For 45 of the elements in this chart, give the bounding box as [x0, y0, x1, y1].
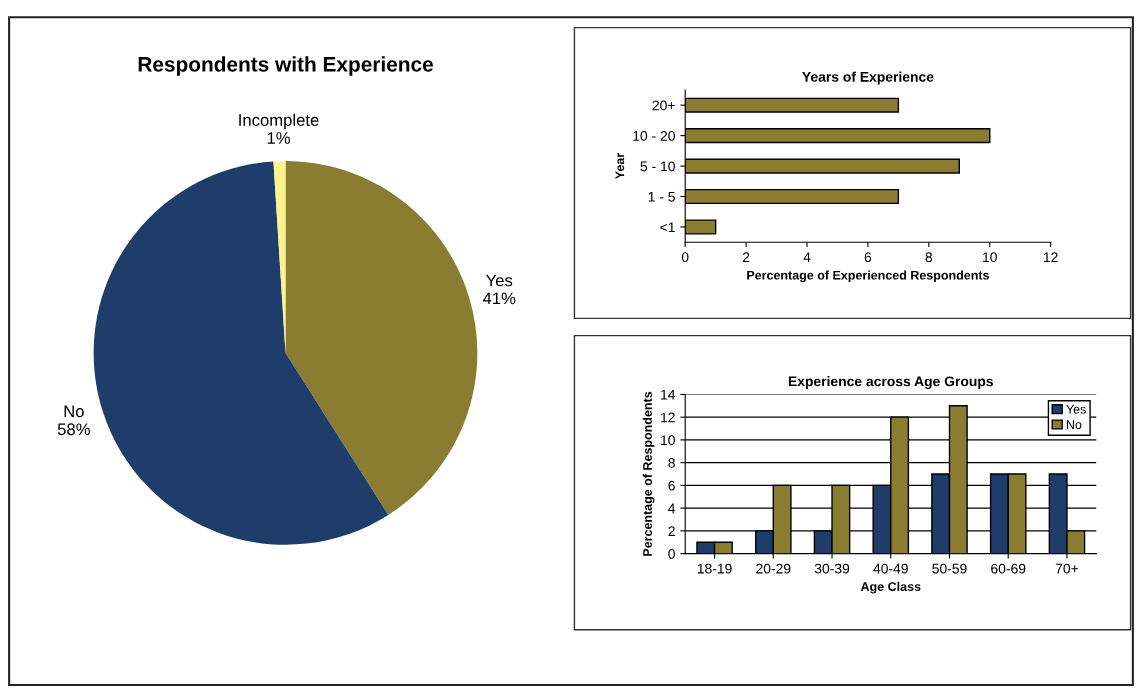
y-tick-label: 14	[661, 389, 676, 400]
x-tick-label: 20-29	[756, 563, 791, 574]
y-tick-label: 10 - 20	[633, 130, 675, 141]
y-tick-label: <1	[660, 222, 675, 233]
x-tick-label: 0	[681, 252, 689, 263]
x-tick-label: 30-39	[814, 563, 850, 574]
y-tick-label: 0	[668, 548, 675, 559]
y-axis-title: Year	[615, 153, 625, 180]
y-tick-label: 2	[668, 526, 675, 536]
x-tick-label: 12	[1043, 252, 1058, 262]
x-tick-label: 70+	[1055, 563, 1079, 574]
x-axis-title: Age Class	[860, 581, 921, 594]
pie-slice	[93, 161, 389, 545]
slice-label: No	[64, 405, 84, 418]
x-tick-label: 2	[742, 252, 750, 262]
data-label: 41%	[482, 292, 516, 305]
y-tick-label: 12	[661, 412, 675, 423]
slice-label: Yes	[485, 274, 513, 287]
y-tick-label: 8	[668, 457, 675, 468]
legend-label: Yes	[1066, 404, 1086, 414]
y-tick-label: 6	[668, 480, 675, 491]
chart-title: Experience across Age Groups	[788, 376, 993, 390]
x-tick-label: 6	[864, 252, 872, 263]
x-tick-label: 4	[803, 252, 811, 262]
y-tick-label: 4	[668, 503, 676, 514]
y-tick-label: 10	[661, 435, 675, 446]
legend-label: No	[1066, 420, 1082, 430]
y-tick-label: 5 - 10	[640, 161, 675, 172]
x-tick-label: 60-69	[991, 563, 1026, 574]
x-tick-label: 18-19	[697, 563, 732, 574]
chart-title: Respondents with Experience	[138, 56, 433, 76]
pie-slice	[273, 161, 286, 353]
chart-title: Years of Experience	[802, 71, 934, 85]
x-axis-title: Percentage of Experienced Respondents	[747, 270, 989, 283]
data-label: 58%	[57, 423, 90, 436]
x-tick-label: 8	[925, 252, 933, 263]
y-tick-label: 20+	[652, 100, 675, 111]
y-axis-title: Percentage of Respondents	[642, 391, 655, 556]
x-tick-label: 50-59	[932, 563, 967, 574]
y-tick-label: 1 - 5	[648, 192, 675, 202]
pie-slice	[285, 161, 478, 515]
data-label: 1%	[267, 132, 290, 144]
slice-label: Incomplete	[239, 113, 319, 130]
x-tick-label: 10	[983, 252, 997, 263]
x-tick-label: 40-49	[873, 563, 908, 574]
